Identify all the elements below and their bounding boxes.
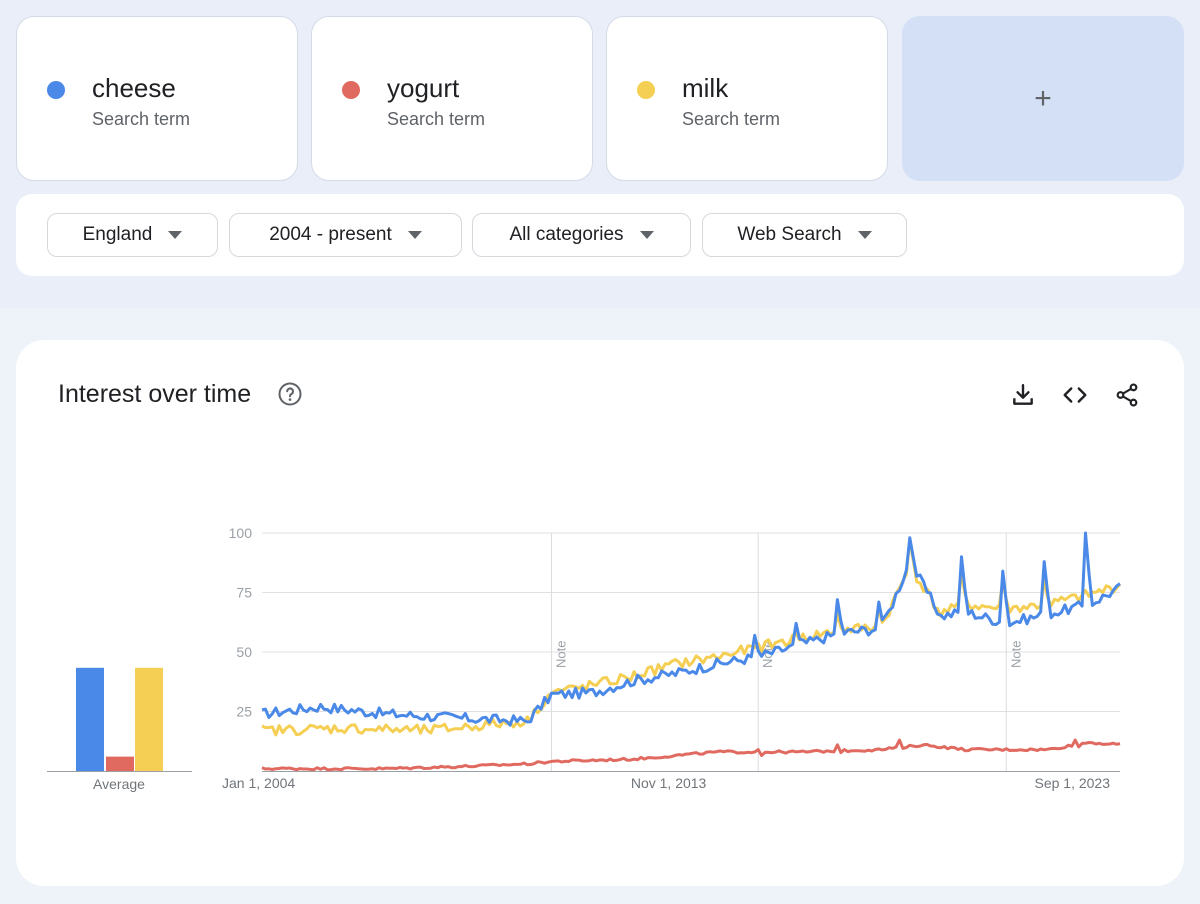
filter-bar: England 2004 - present All categories We… (16, 194, 1184, 276)
term-name: milk (682, 73, 729, 103)
share-icon[interactable] (1114, 382, 1140, 408)
interest-over-time-panel: Interest over time (16, 340, 1184, 886)
caret-down-icon (857, 231, 872, 239)
plus-icon: + (1034, 81, 1052, 115)
search-type-value: Web Search (737, 224, 842, 245)
caret-down-icon (639, 231, 654, 239)
term-type: Search term (387, 109, 486, 129)
term-card-cheese[interactable]: cheese Search term (16, 16, 298, 181)
yogurt-color-dot (342, 81, 360, 99)
term-card-milk[interactable]: milk Search term (606, 16, 888, 181)
caret-down-icon (407, 231, 422, 239)
time-range-dropdown[interactable]: 2004 - present (229, 213, 462, 257)
term-card-yogurt[interactable]: yogurt Search term (311, 16, 593, 181)
add-term-button[interactable]: + (902, 16, 1184, 181)
download-icon[interactable] (1010, 382, 1036, 408)
panel-title: Interest over time (58, 380, 252, 408)
term-type: Search term (682, 109, 781, 129)
milk-color-dot (637, 81, 655, 99)
embed-icon[interactable] (1062, 382, 1088, 408)
search-type-dropdown[interactable]: Web Search (702, 213, 907, 257)
caret-down-icon (168, 231, 183, 239)
region-value: England (82, 224, 153, 245)
term-type: Search term (92, 109, 191, 129)
help-icon[interactable] (278, 382, 302, 406)
region-dropdown[interactable]: England (47, 213, 218, 257)
category-value: All categories (509, 224, 624, 245)
category-dropdown[interactable]: All categories (472, 213, 691, 257)
time-range-value: 2004 - present (269, 224, 392, 245)
term-name: cheese (92, 73, 176, 103)
cheese-color-dot (47, 81, 65, 99)
term-name: yogurt (387, 73, 460, 103)
